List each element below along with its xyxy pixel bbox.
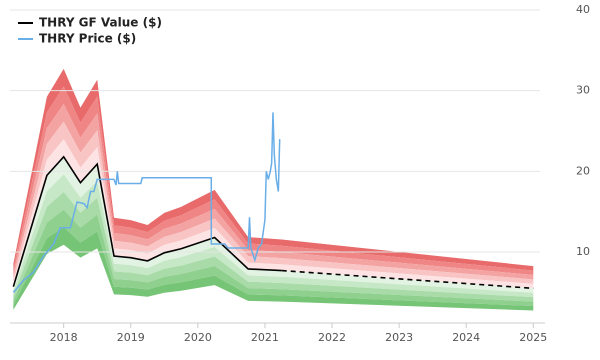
series-line [12, 112, 281, 293]
valuation-band [13, 121, 534, 284]
valuation-band [13, 191, 534, 302]
x-tick-label: 2022 [318, 331, 346, 344]
series-line [12, 155, 282, 287]
x-tick-label: 2024 [452, 331, 480, 344]
valuation-band [13, 174, 534, 298]
valuation-band [13, 139, 534, 289]
y-tick-label: 40 [576, 3, 590, 16]
legend-label: THRY Price ($) [39, 32, 136, 46]
y-tick-label: 20 [576, 164, 590, 177]
y-tick-label: 10 [576, 245, 590, 258]
valuation-band [13, 227, 534, 311]
y-tick-label: 30 [576, 84, 590, 97]
x-tick-label: 2020 [184, 331, 212, 344]
series-line [281, 269, 534, 290]
x-tick-label: 2019 [117, 331, 145, 344]
bands [13, 68, 534, 311]
valuation-band [13, 104, 534, 280]
valuation-band [13, 68, 534, 271]
valuation-band [13, 209, 534, 307]
legend-label: THRY GF Value ($) [39, 16, 162, 30]
x-tick-label: 2021 [251, 331, 279, 344]
labels: 10 20 30 40 2018 2019 2020 2021 2022 2023 2024 2025 [50, 3, 590, 344]
valuation-band [13, 86, 534, 276]
x-tick-label: 2018 [50, 331, 78, 344]
valuation-band [13, 156, 534, 293]
x-tick-label: 2025 [519, 331, 547, 344]
legend: THRY GF Value ($) THRY Price ($) [18, 16, 162, 46]
lines [12, 112, 534, 293]
x-tick-label: 2023 [385, 331, 413, 344]
